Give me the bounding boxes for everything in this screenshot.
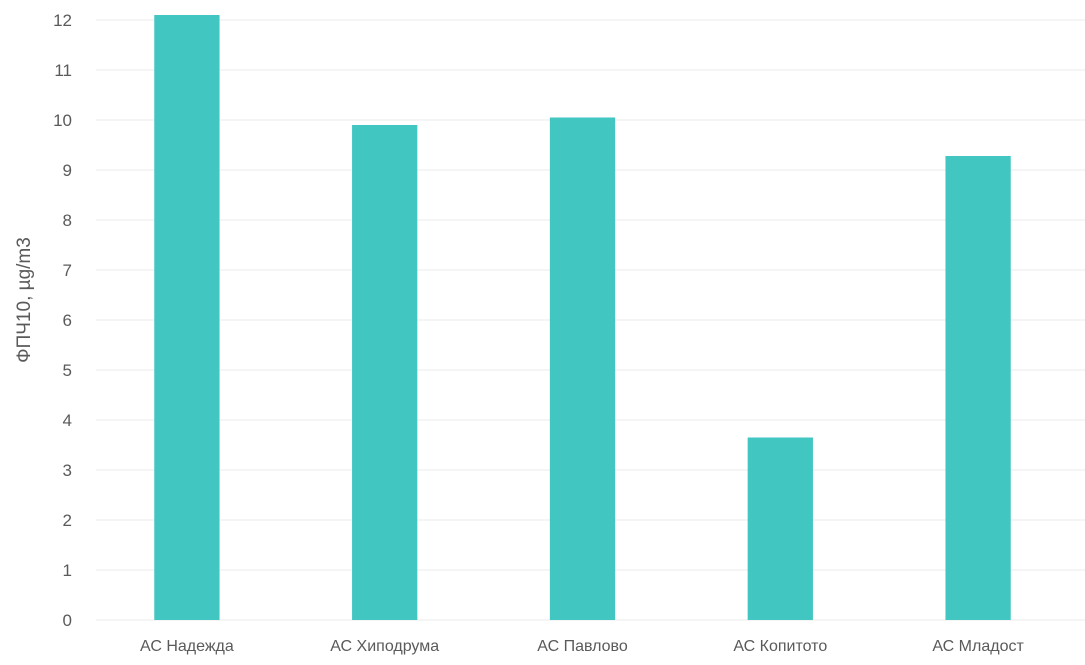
bars [154,15,1011,620]
x-tick-label: АС Надежда [140,638,234,655]
y-tick-label: 10 [53,111,72,130]
y-tick-label: 2 [63,511,72,530]
y-tick-label: 3 [63,461,72,480]
y-tick-label: 8 [63,211,72,230]
y-tick-label: 6 [63,311,72,330]
x-tick-label: АС Младост [932,638,1024,655]
x-tick-label: АС Хиподрума [330,638,439,655]
y-tick-label: 11 [54,61,72,80]
bar [549,117,616,620]
bar [154,15,220,620]
bar [945,156,1011,620]
y-tick-label: 1 [63,561,72,580]
y-tick-label: 5 [63,361,72,380]
y-tick-label: 4 [63,411,72,430]
x-axis-ticks: АС Надежда АС Хиподрума АС Павлово АС Копит… [140,638,1024,655]
y-tick-label: 0 [63,611,72,630]
x-tick-label: АС Павлово [537,638,628,655]
bar [352,125,418,620]
y-tick-label: 7 [63,261,72,280]
y-axis-title: ФПЧ10, µg/m3 [14,237,35,363]
y-tick-label: 9 [63,161,72,180]
bar [747,437,813,620]
y-tick-label: 12 [53,11,72,30]
x-tick-label: АС Копитото [733,638,827,655]
